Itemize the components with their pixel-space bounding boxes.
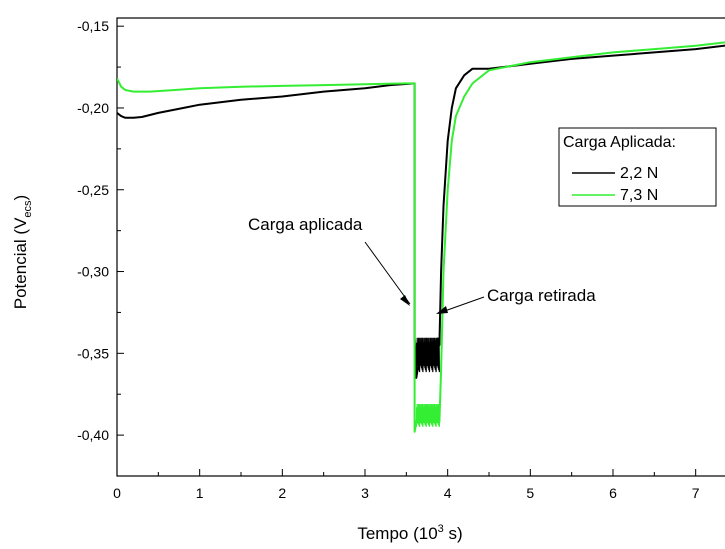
series-7-3n (117, 41, 725, 433)
y-axis-title: Potencial (Vecs) (11, 195, 34, 309)
x-tick-label: 6 (609, 485, 617, 501)
legend-label-2-2n: 2,2 N (620, 165, 658, 182)
annotation-carga-retirada: Carga retirada (436, 286, 596, 314)
series-line (117, 44, 725, 379)
x-tick-label: 3 (361, 485, 369, 501)
annotation-carga-retirada-label: Carga retirada (487, 286, 596, 305)
legend-box (558, 127, 717, 207)
annotation-carga-aplicada-arrow (364, 241, 411, 305)
x-tick-label: 5 (526, 485, 534, 501)
legend-title: Carga Aplicada: (563, 134, 676, 151)
series-2-2n (117, 44, 725, 379)
y-tick-label: -0,20 (77, 100, 109, 116)
series-layer (117, 41, 725, 433)
y-tick-label: -0,30 (77, 264, 109, 280)
axes-layer: 0 1 2 3 4 5 6 7 -0,40 -0,35 -0,30 -0,25 -0,20 -0,15 (77, 18, 700, 501)
legend-label-7-3n: 7,3 N (620, 187, 658, 204)
y-tick-label: -0,35 (77, 345, 109, 361)
annotation-carga-retirada-arrowhead (436, 306, 448, 314)
x-axis-title: Tempo (103 s) (357, 523, 462, 543)
x-tick-label: 0 (113, 485, 121, 501)
x-tick-label: 7 (692, 485, 700, 501)
x-tick-label: 4 (444, 485, 452, 501)
y-tick-label: -0,15 (77, 18, 109, 34)
y-tick-label: -0,40 (77, 427, 109, 443)
series-noise (415, 337, 440, 373)
legend: Carga Aplicada: 2,2 N 7,3 N (558, 127, 717, 207)
x-tick-label: 2 (278, 485, 286, 501)
x-tick-label: 1 (196, 485, 204, 501)
annotation-carga-aplicada-arrowhead (400, 295, 410, 306)
plot-frame (116, 17, 725, 477)
y-tick-label: -0,25 (77, 182, 109, 198)
series-line (117, 41, 725, 433)
annotation-carga-aplicada-label: Carga aplicada (248, 215, 363, 234)
annotation-carga-aplicada: Carga aplicada (248, 215, 411, 306)
